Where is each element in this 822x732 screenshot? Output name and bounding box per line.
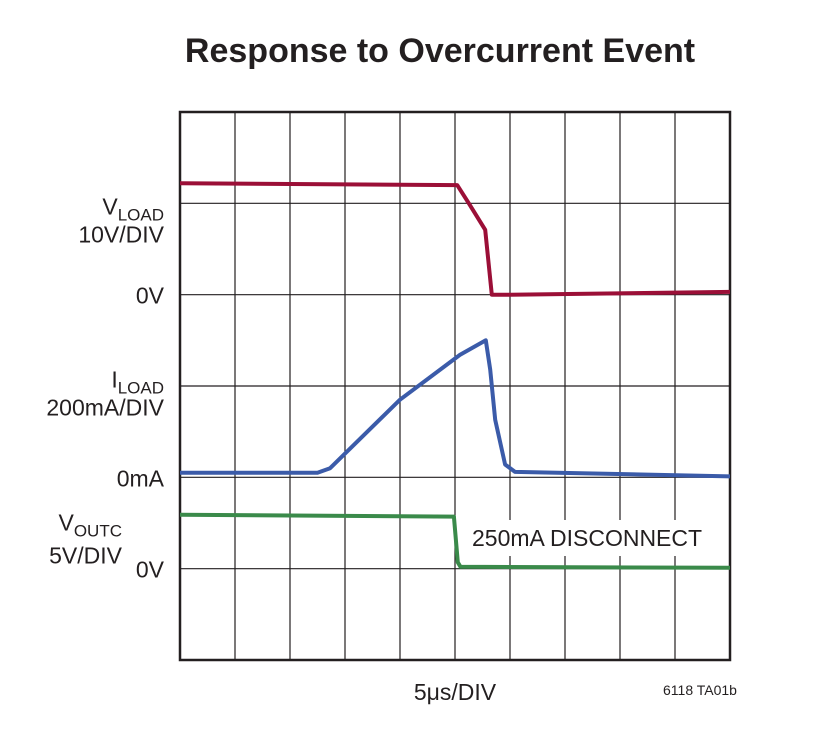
annotation-bg [468, 520, 723, 556]
series-name: VOUTC [58, 510, 122, 541]
zero-label: 0mA [117, 465, 165, 491]
figure-code: 6118 TA01b [663, 682, 737, 698]
scale-label: 10V/DIV [78, 222, 164, 248]
x-axis-label: 5μs/DIV [414, 679, 497, 705]
series-name-main: V [102, 194, 118, 220]
series-name: VLOAD [102, 194, 164, 225]
series-name: ILOAD [111, 366, 164, 397]
plot-frame [178, 110, 732, 662]
trace-line [180, 338, 731, 479]
series-name-main: I [111, 366, 117, 392]
scale-label: 200mA/DIV [46, 394, 164, 420]
series-name-sub: LOAD [118, 378, 164, 397]
series-name-main: V [58, 510, 74, 536]
chart-title: Response to Overcurrent Event [185, 32, 695, 70]
zero-label: 0V [136, 557, 165, 583]
trace-line [179, 181, 731, 297]
trace-line [179, 512, 731, 570]
series-name-sub: LOAD [118, 206, 164, 225]
zero-label: 0V [136, 283, 165, 309]
series-name-sub: OUTC [74, 522, 122, 541]
annotation: 250mA DISCONNECT [472, 525, 702, 551]
scale-label: 5V/DIV [49, 543, 123, 569]
